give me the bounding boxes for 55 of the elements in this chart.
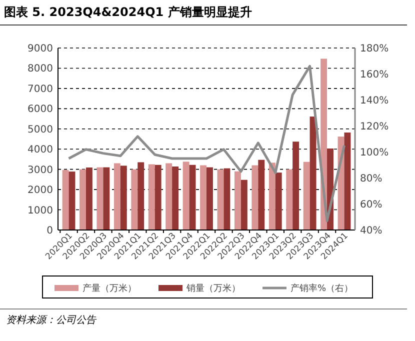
y2-tick-label: 140% bbox=[360, 96, 389, 106]
y2-tick-label: 40% bbox=[360, 226, 382, 236]
bar bbox=[103, 167, 110, 230]
bar bbox=[206, 167, 213, 230]
y2-tick-label: 180% bbox=[360, 44, 389, 54]
bar bbox=[217, 169, 224, 230]
bar bbox=[86, 168, 92, 230]
bar bbox=[80, 169, 86, 230]
y-tick-label: 4000 bbox=[28, 144, 53, 156]
y2-tick-label: 100% bbox=[360, 148, 389, 158]
y-tick-label: 8000 bbox=[28, 64, 53, 75]
bar bbox=[252, 165, 258, 230]
y-tick-label: 0 bbox=[46, 226, 53, 236]
line-series bbox=[68, 64, 346, 222]
y-tick-label: 5000 bbox=[28, 124, 53, 136]
bar bbox=[182, 162, 190, 230]
legend-label: 产销率%（右） bbox=[290, 283, 354, 294]
y2-tick-label: 160% bbox=[360, 70, 389, 80]
bar bbox=[224, 168, 230, 230]
bar bbox=[172, 166, 179, 230]
y2-tick-label: 120% bbox=[360, 122, 389, 132]
bar bbox=[114, 163, 120, 230]
y-tick-label: 7000 bbox=[28, 84, 53, 95]
bar bbox=[292, 142, 300, 230]
bar bbox=[62, 170, 69, 230]
bar bbox=[138, 162, 144, 230]
legend-label: 销量（万米） bbox=[186, 283, 240, 294]
bar bbox=[131, 169, 138, 230]
bar bbox=[166, 163, 172, 230]
chart-title: 图表 5. 2023Q4&2024Q1 产销量明显提升 bbox=[4, 5, 252, 19]
bar bbox=[303, 162, 310, 230]
bar bbox=[189, 164, 196, 230]
bar bbox=[275, 172, 282, 230]
y-tick-label: 2000 bbox=[28, 185, 53, 196]
y-tick-label: 9000 bbox=[28, 44, 53, 54]
bar bbox=[96, 167, 104, 230]
bar bbox=[200, 165, 206, 230]
bar bbox=[258, 160, 265, 230]
bar bbox=[154, 164, 162, 230]
bar bbox=[286, 169, 293, 230]
y-tick-label: 3000 bbox=[28, 164, 53, 176]
y-tick-label: 1000 bbox=[28, 205, 53, 216]
bar bbox=[120, 166, 127, 230]
bar bbox=[240, 180, 248, 230]
y-tick-label: 6000 bbox=[28, 104, 53, 116]
bar bbox=[344, 132, 351, 230]
bar bbox=[68, 172, 76, 230]
legend-label: 产量（万米） bbox=[82, 283, 136, 294]
bar bbox=[234, 171, 241, 230]
bar bbox=[268, 162, 276, 230]
bar bbox=[310, 116, 316, 230]
bar bbox=[148, 164, 155, 230]
y2-tick-label: 60% bbox=[360, 200, 382, 210]
y2-tick-label: 80% bbox=[360, 174, 382, 184]
text: 资料来源：公司公告 bbox=[6, 314, 97, 326]
